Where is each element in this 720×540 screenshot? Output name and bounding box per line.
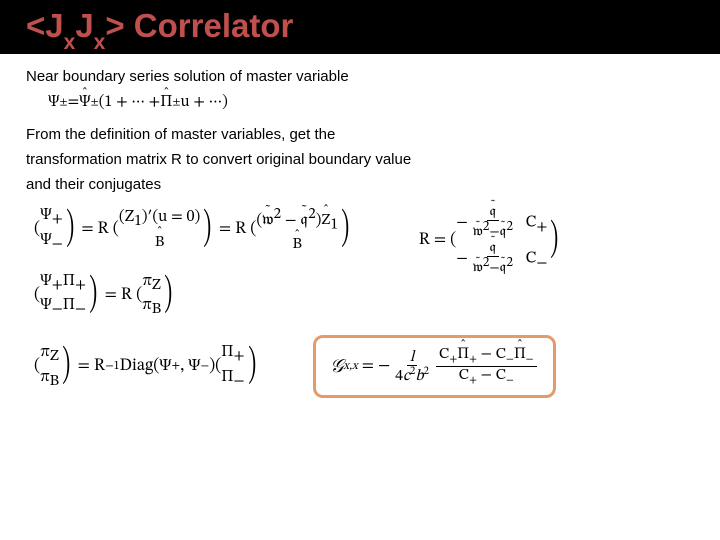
title-band: <JxJx> Correlator [0, 0, 720, 54]
eq-psipi-vector: (Ψ+Π+Ψ−Π−) = R (πZπB) [34, 271, 353, 320]
eq-psi-vector: (Ψ+Ψ−) = R ((Z1)′(u = 0)B) = R ((𝔴2 − 𝔮2… [34, 205, 353, 255]
eq-final-Gxx: 𝒢x,x = − l 4c2b2 C+Π+ − C−Π− C+ − C− [330, 346, 539, 386]
eq-R-matrix: R = ( −𝔮𝔴2−𝔮2 C+ −𝔮𝔴2−𝔮2 C− ) [419, 205, 562, 277]
title-sub1: x [64, 31, 76, 54]
title-prefix: <J [26, 7, 64, 44]
boxed-result: 𝒢x,x = − l 4c2b2 C+Π+ − C−Π− C+ − C− [313, 335, 556, 397]
intro-line-1: Near boundary series solution of master … [26, 68, 694, 87]
slide-title: <JxJx> Correlator [26, 8, 694, 50]
equation-block-main: (Ψ+Ψ−) = R ((Z1)′(u = 0)B) = R ((𝔴2 − 𝔮2… [34, 205, 694, 320]
equation-bottom-row: (πZπB) = R−1Diag(Ψ+, Ψ−) (Π+Π−) 𝒢x,x = −… [34, 335, 694, 397]
eq-pi-inverse: (πZπB) = R−1Diag(Ψ+, Ψ−) (Π+Π−) [34, 342, 259, 391]
title-mid: J [75, 7, 93, 44]
equation-left-column: (Ψ+Ψ−) = R ((Z1)′(u = 0)B) = R ((𝔴2 − 𝔮2… [34, 205, 353, 320]
intro-line-2b: transformation matrix R to convert origi… [26, 151, 694, 170]
title-sub2: x [94, 31, 106, 54]
equation-series: Ψ± = Ψ±(1 + ··· + Π±u + ···) [48, 92, 694, 112]
content-area: Near boundary series solution of master … [0, 54, 720, 398]
intro-line-2a: From the definition of master variables,… [26, 126, 694, 145]
title-suffix: > Correlator [105, 7, 293, 44]
intro-line-2c: and their conjugates [26, 176, 694, 195]
